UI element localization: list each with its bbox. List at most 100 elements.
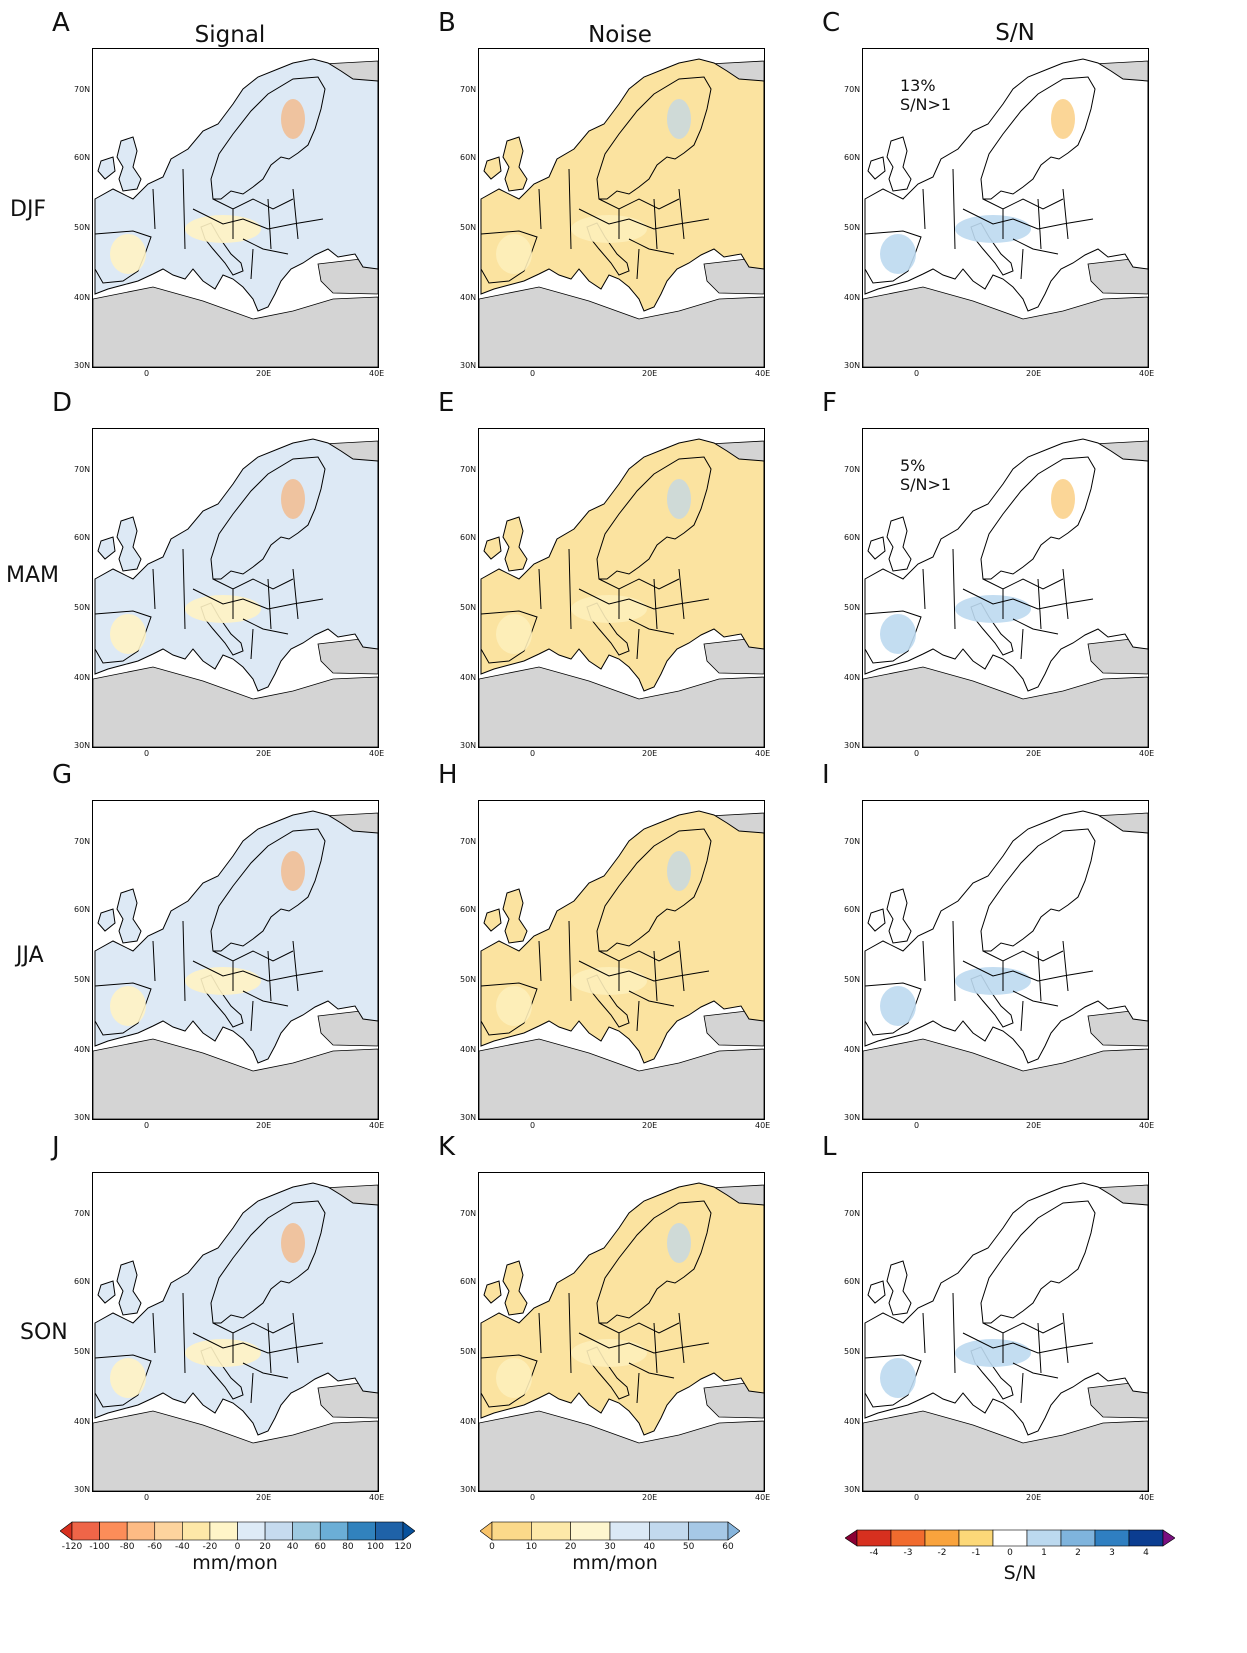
africa-region: [93, 1038, 378, 1119]
value-patch: [571, 967, 647, 995]
lat-tick-label: 30N: [460, 1113, 477, 1122]
value-patch: [1051, 479, 1075, 519]
value-patch: [667, 1223, 691, 1263]
lat-tick-label: 70N: [844, 85, 861, 94]
colorbar-swatch: [59, 1521, 73, 1541]
value-patch: [571, 1339, 647, 1367]
noise-colorbar-ticks: 0 10 20 30 40 50 60: [480, 1542, 740, 1556]
map-signal-mam: [92, 428, 379, 748]
country-borders: [922, 920, 1094, 1032]
colorbar-swatch: [992, 1529, 1028, 1547]
colorbar-swatch: [649, 1521, 689, 1541]
lon-tick-label: 40E: [755, 369, 771, 378]
lat-tick-label: 40N: [460, 293, 477, 302]
value-patch: [281, 851, 305, 891]
colorbar-swatch: [71, 1521, 100, 1541]
lat-tick-label: 60N: [460, 153, 477, 162]
lon-tick-label: 40E: [755, 749, 771, 758]
lat-tick-label: 70N: [74, 837, 91, 846]
panel-letter: B: [438, 8, 456, 38]
landmass: [502, 888, 528, 944]
row-label-djf: DJF: [10, 197, 47, 222]
lon-tick-label: 0: [914, 1493, 920, 1502]
lat-tick-label: 70N: [74, 1209, 91, 1218]
landmass: [116, 516, 142, 572]
value-patch: [496, 1358, 532, 1398]
lon-tick-label: 40E: [369, 369, 385, 378]
landmass: [116, 136, 142, 192]
country-borders: [538, 1292, 710, 1404]
map-noise-djf: [478, 48, 765, 368]
colorbar-swatch: [491, 1521, 532, 1541]
lon-tick-label: 40E: [369, 1493, 385, 1502]
panel-letter: H: [438, 760, 458, 790]
europe-map: [93, 438, 378, 747]
landmass: [980, 1200, 1096, 1324]
value-patch: [496, 986, 532, 1026]
panel-letter: L: [822, 1132, 837, 1162]
lat-tick-label: 40N: [844, 1045, 861, 1054]
lat-tick-label: 70N: [844, 465, 861, 474]
lon-tick-label: 20E: [256, 1493, 272, 1502]
colorbar-swatch: [1060, 1529, 1096, 1547]
colorbar-swatch: [126, 1521, 156, 1541]
landmass: [502, 1260, 528, 1316]
colorbar-tick-label: -60: [147, 1542, 163, 1552]
sn-colorbar-unit: S/N: [1003, 1562, 1037, 1584]
lat-tick-label: 50N: [844, 603, 861, 612]
landmass: [867, 536, 886, 560]
lon-tick-label: 40E: [1139, 1121, 1155, 1130]
colorbar-swatch: [1162, 1529, 1176, 1547]
panel-letter: F: [822, 388, 837, 418]
lat-tick-label: 30N: [460, 1485, 477, 1494]
value-patch: [110, 986, 146, 1026]
lon-tick-label: 40E: [1139, 369, 1155, 378]
lon-tick-label: 20E: [256, 369, 272, 378]
colorbar-swatch: [609, 1521, 650, 1541]
colorbar-tick-label: -100: [89, 1542, 110, 1552]
lat-tick-label: 30N: [844, 1485, 861, 1494]
panel-letter: C: [822, 8, 841, 38]
colorbar-tick-label: 40: [643, 1542, 656, 1552]
map-signal-djf: [92, 48, 379, 368]
lat-tick-label: 40N: [844, 1417, 861, 1426]
lat-tick-label: 50N: [844, 1347, 861, 1356]
lat-tick-label: 40N: [460, 673, 477, 682]
lon-tick-label: 20E: [1026, 749, 1042, 758]
europe-map: [479, 58, 764, 367]
lon-tick-label: 0: [144, 1493, 150, 1502]
lat-tick-label: 40N: [74, 293, 91, 302]
landmass: [886, 1260, 912, 1316]
africa-region: [479, 286, 764, 367]
signal-colorbar: -120 -100 -80 -60 -40 -20 0 20 40 60 80 100 120 mm/m…: [59, 1520, 416, 1574]
lat-tick-label: 60N: [460, 905, 477, 914]
colorbar-swatch: [531, 1521, 571, 1541]
value-patch: [496, 234, 532, 274]
landmass: [886, 888, 912, 944]
map-noise-mam: [478, 428, 765, 748]
lat-tick-label: 30N: [74, 741, 91, 750]
panel-letter: I: [822, 760, 830, 790]
lat-tick-label: 70N: [460, 85, 477, 94]
colorbar-tick-label: 0: [489, 1542, 495, 1552]
lon-tick-label: 0: [144, 1121, 150, 1130]
value-patch: [667, 99, 691, 139]
lat-tick-label: 30N: [844, 1113, 861, 1122]
africa-region: [863, 1038, 1148, 1119]
signal-colorbar-bar: [59, 1521, 416, 1541]
column-title-signal: Signal: [194, 22, 266, 48]
colorbar-swatch: [209, 1521, 238, 1541]
lat-tick-label: 50N: [844, 975, 861, 984]
lat-tick-label: 30N: [460, 741, 477, 750]
colorbar-tick-label: -120: [61, 1542, 83, 1552]
landmass: [116, 1260, 142, 1316]
landmass: [502, 516, 528, 572]
colorbar-tick-label: -20: [202, 1542, 218, 1552]
country-borders: [152, 1292, 324, 1404]
country-borders: [152, 168, 324, 280]
lat-tick-label: 40N: [844, 673, 861, 682]
lat-tick-label: 60N: [74, 1277, 91, 1286]
colorbar-swatch: [319, 1521, 349, 1541]
country-borders: [922, 168, 1094, 280]
lat-tick-label: 70N: [74, 85, 91, 94]
